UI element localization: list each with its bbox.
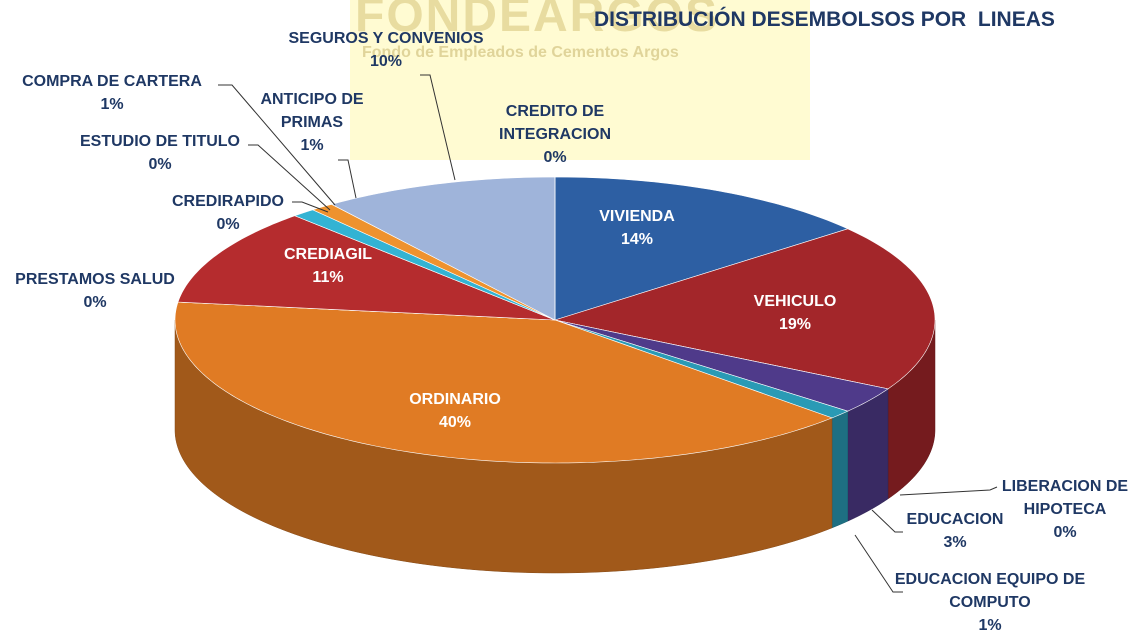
category-label: PRESTAMOS SALUD xyxy=(15,271,175,288)
slice xyxy=(330,176,556,321)
slice-side xyxy=(847,388,889,522)
category-label: EDUCACION EQUIPO DE COMPUTO xyxy=(894,571,1086,611)
category-label: CREDIAGIL xyxy=(284,246,372,263)
value-label: 40% xyxy=(438,414,472,431)
leader-line xyxy=(899,486,998,496)
leader-line xyxy=(248,144,331,211)
slice xyxy=(554,176,849,321)
watermark-subtitle: Fondo de Empleados de Cementos Argos xyxy=(362,44,679,61)
slice-label: SEGUROS Y CONVENIOS 10% xyxy=(266,27,506,73)
watermark-title: FONDEARGOS xyxy=(355,0,720,42)
leader-line xyxy=(292,201,329,213)
category-label: CREDITO DE INTEGRACION xyxy=(499,103,611,143)
value-label: 1% xyxy=(100,96,124,113)
category-label: CREDIRAPIDO xyxy=(171,193,284,210)
slice-label: COMPRA DE CARTERA 1% xyxy=(2,70,222,116)
value-label: 19% xyxy=(778,316,812,333)
slice-label: CREDIRAPIDO 0% xyxy=(153,190,303,236)
value-label: 10% xyxy=(369,53,403,70)
leader-line xyxy=(871,509,903,533)
value-label: 0% xyxy=(148,156,172,173)
leader-line xyxy=(420,74,456,181)
leader-line xyxy=(854,534,903,593)
category-label: VEHICULO xyxy=(753,293,837,310)
category-label: ANTICIPO DE PRIMAS xyxy=(260,91,364,131)
category-label: SEGUROS Y CONVENIOS xyxy=(288,30,484,47)
slice-label: ANTICIPO DE PRIMAS 1% xyxy=(252,88,372,157)
slice-label: EDUCACION EQUIPO DE COMPUTO 1% xyxy=(890,568,1090,637)
category-label: LIBERACION DE HIPOTECA xyxy=(1001,478,1129,518)
slice-label: ESTUDIO DE TITULO 0% xyxy=(65,130,255,176)
slice-label: VEHICULO 19% xyxy=(715,290,875,336)
slice-label: ORDINARIO 40% xyxy=(375,388,535,434)
category-label: COMPRA DE CARTERA xyxy=(22,73,202,90)
value-label: 0% xyxy=(216,216,240,233)
slice-label: EDUCACION 3% xyxy=(895,508,1015,554)
slice-label: VIVIENDA 14% xyxy=(557,205,717,251)
slice-label: CREDIAGIL 11% xyxy=(268,243,388,289)
value-label: 11% xyxy=(312,269,344,286)
slice xyxy=(177,215,556,321)
value-label: 0% xyxy=(543,149,567,166)
chart-title: DISTRIBUCIÓN DESEMBOLSOS POR LINEAS xyxy=(594,8,1055,31)
slice-label: LIBERACION DE HIPOTECA 0% xyxy=(990,475,1140,544)
category-label: ORDINARIO xyxy=(409,391,501,408)
leader-line xyxy=(218,84,336,206)
category-label: VIVIENDA xyxy=(599,208,675,225)
pie xyxy=(174,176,936,574)
value-label: 1% xyxy=(978,617,1002,634)
value-label: 0% xyxy=(83,294,107,311)
watermark-box xyxy=(350,0,810,160)
slice-label: PRESTAMOS SALUD 0% xyxy=(0,268,195,314)
slice-side xyxy=(831,410,849,529)
category-label: EDUCACION xyxy=(906,511,1004,528)
slice xyxy=(554,319,889,412)
slice xyxy=(174,301,833,464)
value-label: 3% xyxy=(943,534,967,551)
slice-label: CREDITO DE INTEGRACION 0% xyxy=(480,100,630,169)
value-label: 0% xyxy=(1053,524,1077,541)
category-label: ESTUDIO DE TITULO xyxy=(80,133,240,150)
leader-line xyxy=(338,159,357,199)
value-label: 1% xyxy=(300,137,324,154)
slice xyxy=(553,228,936,390)
value-label: 14% xyxy=(620,231,654,248)
